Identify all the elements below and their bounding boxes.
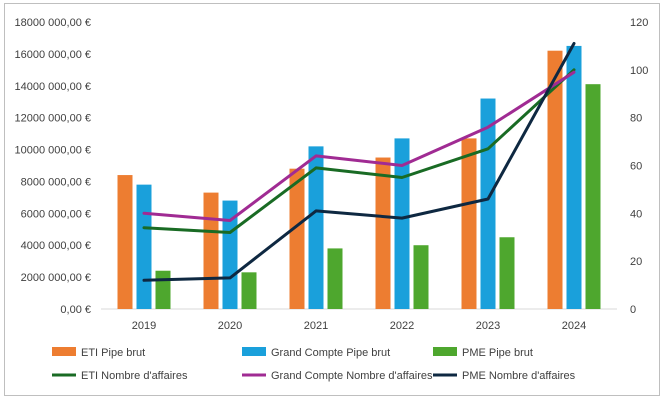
y-right-tick-label: 80	[630, 113, 642, 125]
y-right-tick-label: 20	[630, 256, 642, 268]
y-left-tick-label: 8000 000,00 €	[21, 176, 91, 188]
series-line	[142, 70, 576, 222]
legend-label: Grand Compte Pipe brut	[271, 347, 390, 359]
y-right-tick-label: 0	[630, 304, 636, 316]
x-tick-label: 2022	[390, 320, 414, 332]
legend-label: ETI Pipe brut	[81, 347, 145, 359]
x-tick-label: 2021	[304, 320, 328, 332]
x-tick-label: 2019	[132, 320, 156, 332]
legend-label: PME Pipe brut	[462, 347, 533, 359]
y-left-tick-label: 14000 000,00 €	[15, 81, 91, 93]
y-left-tick-label: 12000 000,00 €	[15, 113, 91, 125]
legend-swatch	[242, 347, 266, 356]
y-left-tick-label: 0,00 €	[60, 304, 91, 316]
bar	[203, 192, 219, 309]
x-tick-label: 2023	[476, 320, 500, 332]
series-line	[142, 42, 576, 282]
y-left-tick-label: 10000 000,00 €	[15, 145, 91, 157]
legend-swatch	[52, 347, 76, 356]
legend-label: PME Nombre d'affaires	[462, 370, 576, 382]
y-left-tick-label: 6000 000,00 €	[21, 208, 91, 220]
bar	[585, 84, 601, 309]
y-left-tick-label: 4000 000,00 €	[21, 240, 91, 252]
series-line	[142, 68, 576, 234]
bar	[547, 50, 563, 309]
bar	[566, 45, 582, 310]
bar	[155, 270, 171, 309]
bar	[136, 184, 152, 309]
y-right-tick-label: 60	[630, 161, 642, 173]
y-right-tick-label: 40	[630, 208, 642, 220]
legend-swatch	[433, 347, 457, 356]
bar	[499, 237, 515, 309]
legend-label: Grand Compte Nombre d'affaires	[271, 370, 433, 382]
legend-label: ETI Nombre d'affaires	[81, 370, 188, 382]
y-right-tick-label: 120	[630, 17, 648, 29]
bar	[289, 168, 305, 309]
bar	[241, 272, 257, 309]
bar	[413, 245, 429, 309]
bar	[394, 138, 410, 309]
x-tick-label: 2020	[218, 320, 242, 332]
bar	[375, 157, 391, 309]
bar	[117, 175, 133, 309]
y-left-tick-label: 16000 000,00 €	[15, 49, 91, 61]
bar	[327, 248, 343, 309]
y-right-tick-label: 100	[630, 65, 648, 77]
y-left-tick-label: 18000 000,00 €	[15, 17, 91, 29]
bar	[308, 146, 324, 309]
bar	[461, 138, 477, 309]
y-left-tick-label: 2000 000,00 €	[21, 272, 91, 284]
bar	[222, 200, 238, 309]
x-tick-label: 2024	[562, 320, 586, 332]
